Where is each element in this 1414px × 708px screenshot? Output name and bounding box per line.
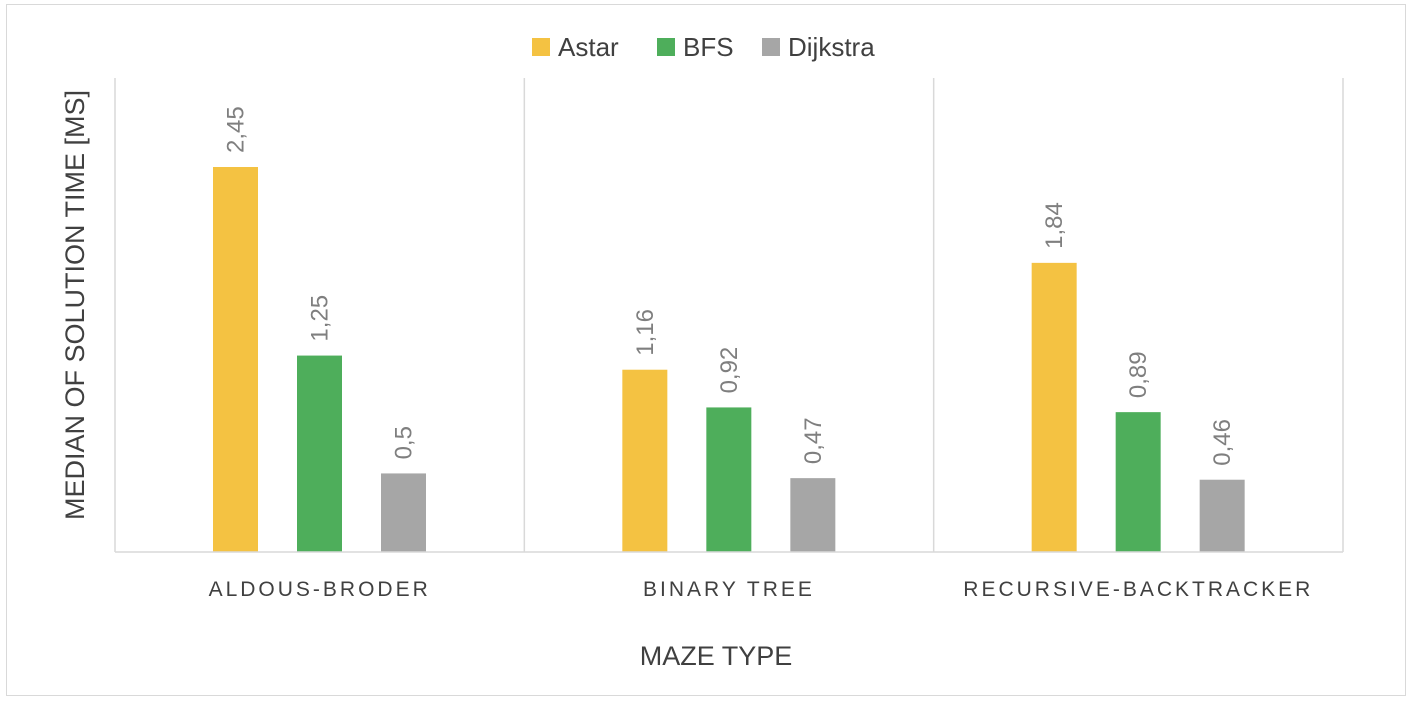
legend-swatch-astar xyxy=(532,38,550,56)
bar-dijkstra-2 xyxy=(790,478,836,552)
bar-astar-2 xyxy=(622,369,668,552)
bar-bfs-1 xyxy=(297,355,342,552)
x-tick-label: ALDOUS-BRODER xyxy=(209,578,431,601)
x-tick-label: BINARY TREE xyxy=(643,578,815,601)
bar-bfs-3 xyxy=(1115,412,1161,552)
bar-astar-3 xyxy=(1031,262,1077,552)
bar-bfs-2 xyxy=(706,407,752,552)
legend-label-bfs: BFS xyxy=(683,32,734,62)
bar-dijkstra-3 xyxy=(1199,479,1245,552)
bar-dijkstra-1 xyxy=(381,473,426,552)
y-axis-title: MEDIAN OF SOLUTION TIME [MS] xyxy=(60,90,90,520)
data-label-dijkstra-2: 0,47 xyxy=(800,417,827,464)
data-label-dijkstra-1: 0,5 xyxy=(391,426,418,459)
legend-label-dijkstra: Dijkstra xyxy=(788,32,875,62)
data-labels: 2,45 1,25 0,5 1,16 0,92 0,47 1,84 0,89 0,46 xyxy=(223,106,1237,465)
x-tick-label: RECURSIVE-BACKTRACKER xyxy=(963,578,1313,601)
data-label-astar-3: 1,84 xyxy=(1041,202,1068,249)
legend: Astar BFS Dijkstra xyxy=(532,32,875,62)
data-label-astar-2: 1,16 xyxy=(632,309,659,356)
category-separators xyxy=(114,78,1344,552)
x-axis-title: MAZE TYPE xyxy=(640,641,793,671)
legend-swatch-dijkstra xyxy=(762,38,780,56)
data-label-bfs-2: 0,92 xyxy=(716,347,743,394)
legend-swatch-bfs xyxy=(657,38,675,56)
data-label-dijkstra-3: 0,46 xyxy=(1209,419,1236,466)
data-label-bfs-1: 1,25 xyxy=(307,295,334,342)
x-tick-labels: ALDOUS-BRODER BINARY TREE RECURSIVE-BACKTR… xyxy=(209,578,1313,601)
legend-label-astar: Astar xyxy=(558,32,619,62)
bars xyxy=(213,167,1245,552)
bar-astar-1 xyxy=(213,167,258,552)
data-label-bfs-3: 0,89 xyxy=(1125,351,1152,398)
data-label-astar-1: 2,45 xyxy=(223,106,250,153)
